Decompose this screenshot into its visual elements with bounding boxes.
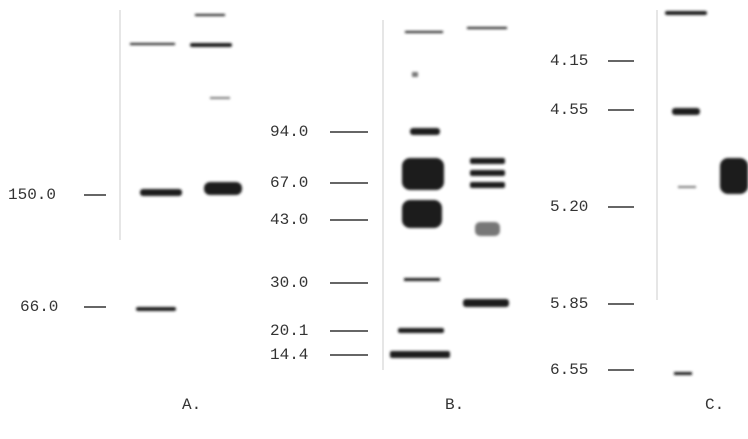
marker-label: 4.15 (550, 52, 588, 70)
bands (390, 27, 509, 358)
band (470, 182, 505, 188)
band (475, 222, 500, 236)
band (404, 278, 440, 281)
marker-label: 6.55 (550, 361, 588, 379)
band (204, 182, 242, 195)
panel-label: B. (445, 396, 464, 414)
band (720, 158, 748, 194)
band (412, 72, 418, 77)
bands (130, 14, 242, 311)
band (402, 158, 444, 190)
marker-label: 20.1 (270, 322, 308, 340)
panel-label: A. (182, 396, 201, 414)
band (672, 108, 700, 115)
band (390, 351, 450, 358)
gel-figure: 150.0 66.0 A. 94.0 67.0 43.0 30.0 20.1 1… (0, 0, 748, 439)
band (402, 200, 442, 228)
marker-label: 4.55 (550, 101, 588, 119)
band (398, 328, 444, 333)
marker-label: 67.0 (270, 174, 308, 192)
band (665, 11, 707, 15)
band (405, 31, 443, 33)
panel-b: 94.0 67.0 43.0 30.0 20.1 14.4 B. (270, 20, 509, 414)
panel-a: 150.0 66.0 A. (8, 10, 242, 414)
marker-label: 5.20 (550, 198, 588, 216)
band (463, 299, 509, 307)
band (678, 186, 696, 188)
band (467, 27, 507, 29)
marker-label: 30.0 (270, 274, 308, 292)
marker-label: 5.85 (550, 295, 588, 313)
band (195, 14, 225, 16)
bands (665, 11, 748, 375)
band (190, 43, 232, 47)
band (470, 170, 505, 176)
panel-c: 4.15 4.55 5.20 5.85 6.55 C. (550, 10, 748, 414)
marker-label: 66.0 (20, 298, 58, 316)
band (140, 189, 182, 196)
band (410, 128, 440, 135)
band (130, 43, 175, 45)
band (470, 158, 505, 164)
band (674, 372, 692, 375)
band (210, 97, 230, 99)
marker-label: 150.0 (8, 186, 56, 204)
marker-label: 94.0 (270, 123, 308, 141)
marker-label: 43.0 (270, 211, 308, 229)
page: 150.0 66.0 A. 94.0 67.0 43.0 30.0 20.1 1… (0, 0, 748, 439)
marker-label: 14.4 (270, 346, 308, 364)
panel-label: C. (705, 396, 724, 414)
band (136, 307, 176, 311)
